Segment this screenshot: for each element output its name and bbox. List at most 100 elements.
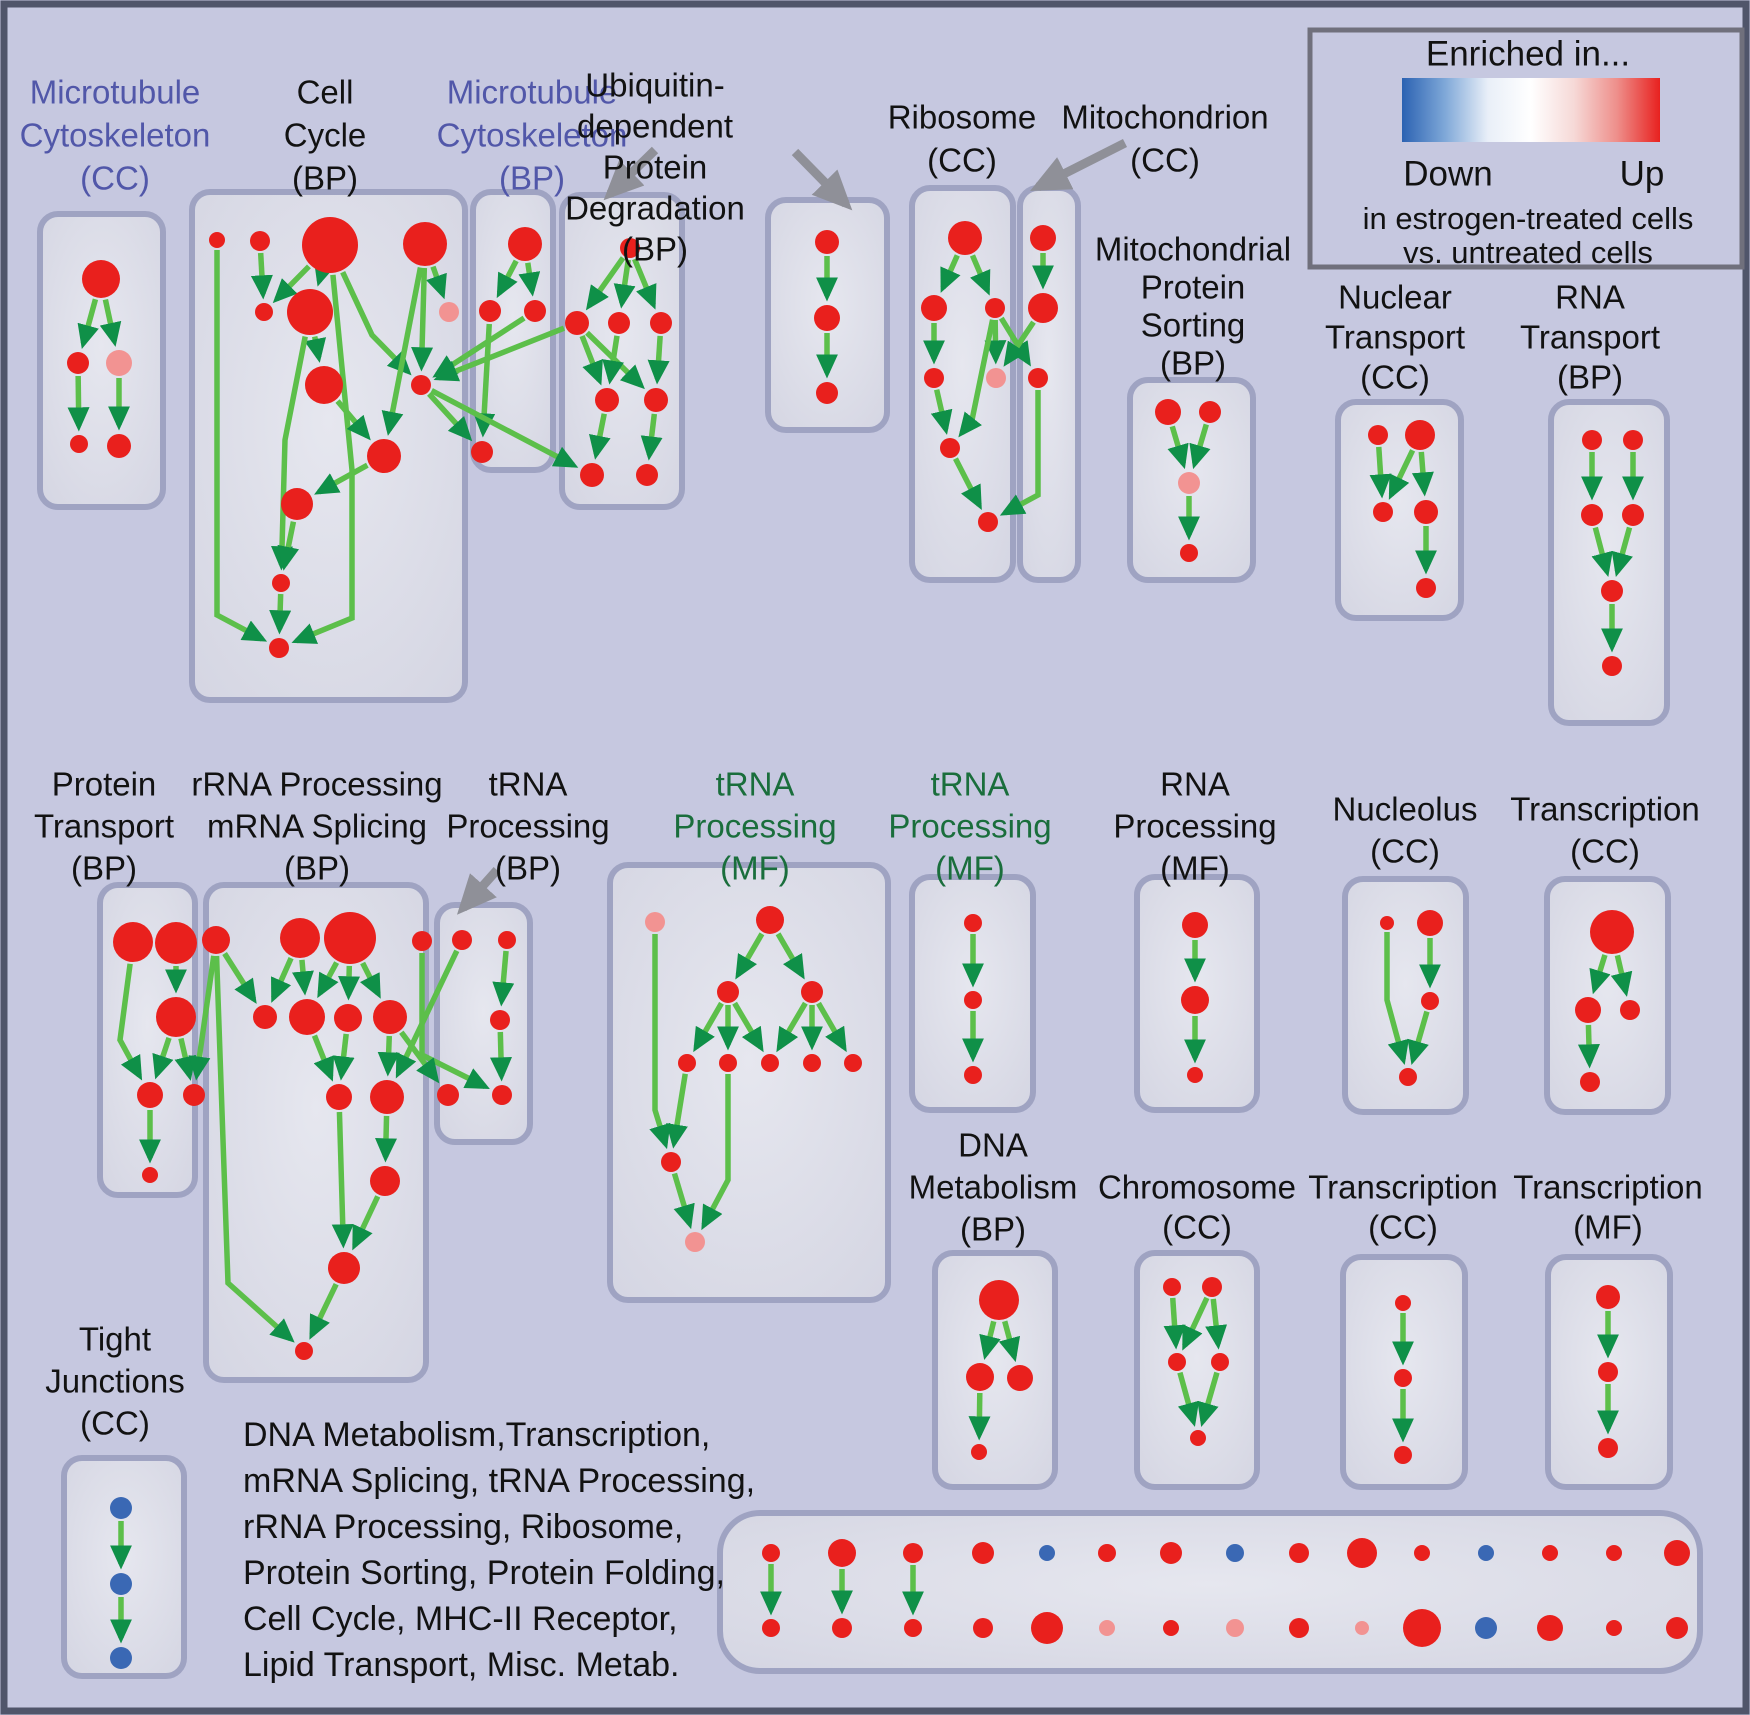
node-tcb1-red <box>1394 1369 1412 1387</box>
label-tight-junctions: Tight Junctions (CC) <box>45 1321 184 1442</box>
edge-rb5-rb6 <box>953 457 982 510</box>
node-tm9-red <box>661 1152 681 1172</box>
label-line: Transcription <box>1513 1169 1703 1206</box>
node-x14t-red <box>1606 1545 1622 1561</box>
edge-cc5-cc11 <box>271 336 308 571</box>
label-line: (CC) <box>1130 142 1200 179</box>
node-ch1-red <box>1202 1277 1222 1297</box>
label-line: Protein <box>1141 269 1246 306</box>
node-nc1-red <box>1417 910 1443 936</box>
edge-cc2-cc4 <box>272 264 311 304</box>
edge-rr7-rr9 <box>377 1035 400 1077</box>
edge-tm1-tm2 <box>735 932 765 980</box>
cluster-box-tight-junctions <box>61 1455 187 1679</box>
node-tb4-red <box>492 1085 512 1105</box>
label-line: Protein <box>603 149 708 186</box>
node-tm2-red <box>717 981 739 1003</box>
label-line: tRNA <box>489 766 568 803</box>
legend-subtitle-line2: vs. untreated cells <box>1403 235 1653 270</box>
node-ub16-red <box>580 463 604 487</box>
node-x8t-blue <box>1226 1544 1244 1562</box>
node-rt0-red <box>1582 430 1602 450</box>
label-line: Microtubule <box>30 74 201 111</box>
edge-nt1-nt3 <box>1411 451 1434 497</box>
node-cc7-red <box>305 366 343 404</box>
node-tm8-red <box>844 1054 862 1072</box>
edge-nt0-nt2 <box>1369 446 1392 499</box>
node-x4b-red <box>973 1618 993 1638</box>
edge-tm5-tm10 <box>701 1074 731 1231</box>
node-rb0-red <box>948 221 982 255</box>
node-cc2-red <box>302 217 358 273</box>
node-mt0-red <box>1030 225 1056 251</box>
label-line: (MF) <box>935 850 1005 887</box>
edge-rr7-tb3 <box>399 1030 440 1084</box>
edge-rr10-rr11 <box>352 1195 381 1251</box>
edge-nc2-nc3 <box>1407 1010 1430 1065</box>
node-rb4-pink <box>986 368 1006 388</box>
label-line: (BP) <box>960 1211 1026 1248</box>
node-x1t-red <box>762 1544 780 1562</box>
node-ub21-red <box>814 305 840 331</box>
label-protein-transport: Protein Transport (BP) <box>34 766 174 887</box>
edge-cc2-cc12 <box>291 274 355 644</box>
node-x2t-red <box>828 1539 856 1567</box>
edge-pt0-pt3 <box>117 963 143 1081</box>
node-pt2-red <box>156 997 196 1037</box>
node-tm3-red <box>801 981 823 1003</box>
edge-rr8-rr11 <box>331 1111 354 1249</box>
edge-tm0-tm9 <box>649 934 671 1150</box>
node-tc0-red <box>1590 910 1634 954</box>
node-rt5-red <box>1602 656 1622 676</box>
legend-box <box>1307 27 1745 270</box>
node-cc3-red <box>403 222 447 266</box>
label-line: (CC) <box>1360 359 1430 396</box>
node-nc2-red <box>1421 992 1439 1010</box>
label-line: Metabolism <box>909 1169 1078 1206</box>
label-line: dependent <box>577 108 733 145</box>
label-line: Processing <box>1113 808 1276 845</box>
edge-cc1-cc4 <box>250 252 273 300</box>
node-x8b-pink <box>1226 1619 1244 1637</box>
node-mt1-red <box>1028 293 1058 323</box>
node-cc1-red <box>250 231 270 251</box>
edge-mtcc1-mtcc3 <box>67 375 90 432</box>
label-line: Tight <box>79 1321 151 1358</box>
label-ubiquitin: Ubiquitin-dependent Protein Degradation (BP… <box>565 67 745 268</box>
misc-text-line: Cell Cycle, MHC-II Receptor, <box>243 1600 678 1638</box>
label-line: Transport <box>34 808 174 845</box>
label-line: Mitochondrion <box>1061 99 1268 136</box>
node-cc10-red <box>281 488 313 520</box>
legend: Enriched in... Down Up in estrogen-treated … <box>1307 27 1745 270</box>
mitochondrion-pointer <box>1029 138 1128 192</box>
edge-nt1-nt2 <box>1388 449 1416 500</box>
node-x9t-red <box>1289 1543 1309 1563</box>
node-ch2-red <box>1168 1353 1186 1371</box>
edge-rr6-rr8 <box>332 1033 355 1081</box>
node-x12t-blue <box>1478 1545 1494 1561</box>
edge-rb0-rb2 <box>969 254 991 296</box>
edge-rr1-rr4 <box>270 957 294 1003</box>
edge-cc2-cc5 <box>313 260 336 287</box>
label-ribosome: Ribosome (CC) <box>888 99 1037 179</box>
node-nt0-red <box>1368 425 1388 445</box>
node-ub20-red <box>815 230 839 254</box>
label-line: Processing <box>446 808 609 845</box>
edge-pt2-pt4 <box>174 1037 197 1081</box>
label-line: (BP) <box>1160 345 1226 382</box>
legend-color-scale-bar <box>1402 78 1660 142</box>
node-tj2-blue <box>110 1647 132 1669</box>
misc-categories-text: DNA Metabolism,Transcription, mRNA Splici… <box>243 1416 755 1684</box>
label-line: Sorting <box>1141 307 1246 344</box>
edge-cc8-mb3 <box>427 392 473 442</box>
edge-mt1-rb4 <box>1003 320 1036 367</box>
node-rr12-red <box>295 1342 313 1360</box>
node-rt1-red <box>1623 430 1643 450</box>
edge-cc3-cc6 <box>426 265 447 300</box>
node-rb6-red <box>978 512 998 532</box>
edge-ms1-ms2 <box>1189 423 1211 470</box>
node-rr8-red <box>326 1084 352 1110</box>
edge-ch2-ch4 <box>1177 1371 1200 1427</box>
